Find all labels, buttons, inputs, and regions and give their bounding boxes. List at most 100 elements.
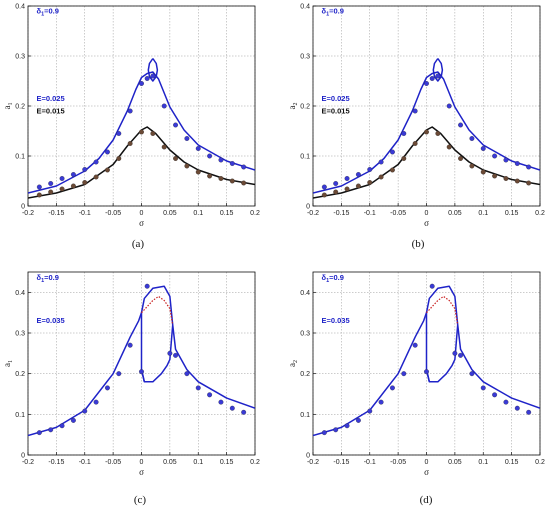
y-tick-label: 0.2 [300,104,310,111]
series-line-2 [147,58,159,82]
data-point [526,180,532,186]
data-point [480,146,486,151]
x-tick-label: 0 [425,210,429,217]
data-point [241,409,247,415]
data-point [424,129,429,135]
chart-panel-4: -0.2 -0.15 -0.1 -0.05 0 0.05 0.1 0.15 0.2 0 0.1 0.2… [287,271,545,477]
series-line-1 [28,71,255,194]
y-tick-label: 0.3 [15,54,25,61]
data-point [514,178,520,184]
x-tick-label: -0.05 [390,210,406,217]
x-tick-label: 0.2 [250,210,260,217]
x-tick-label: -0.15 [48,210,64,217]
data-point [36,430,42,436]
data-point [184,163,190,169]
chart-panel-1: -0.2 -0.15 -0.1 -0.05 0 0.05 0.1 0.15 0.2 0 0.1 0.2… [2,4,260,229]
panel-label: (c) [134,494,147,506]
data-point [93,399,99,405]
data-point [378,174,384,180]
data-point [195,385,201,391]
x-axis-label: σ [139,218,144,228]
x-tick-label: -0.1 [79,459,91,466]
annotation: E=0.035 [37,316,65,325]
data-point [344,423,350,429]
x-tick-label: 0 [140,459,144,466]
y-axis-label: a2 [287,103,299,110]
y-tick-label: 0.1 [15,412,25,419]
y-tick-label: 0.4 [300,290,310,297]
data-point [344,176,350,181]
data-point [48,427,54,433]
y-axis-label: a1 [2,360,14,367]
data-point [144,76,150,81]
x-tick-label: 0.05 [163,210,177,217]
data-point [93,159,99,165]
annotation: E=0.015 [37,107,65,116]
data-point [355,417,361,423]
x-tick-label: -0.1 [364,459,376,466]
data-point [367,408,373,414]
data-point [390,149,395,155]
data-point [161,144,167,150]
x-tick-label: 0.1 [478,459,488,466]
annotation: E=0.035 [322,316,350,325]
x-tick-label: -0.05 [390,459,406,466]
x-tick-label: -0.1 [79,210,91,217]
panel-label: (b) [412,238,425,250]
x-tick-label: 0.15 [220,459,234,466]
y-tick-label: 0 [21,204,25,211]
x-tick-label: 0.1 [478,210,488,217]
x-tick-label: 0.15 [505,459,519,466]
y-tick-label: 0.1 [300,412,310,419]
data-point [480,385,486,391]
annotation: δ1=0.9 [322,273,344,284]
data-point [116,156,122,161]
data-point [207,173,213,179]
data-point [218,399,224,405]
data-point [458,352,463,358]
data-point [82,167,88,172]
data-point [333,427,339,433]
chart-panel-2: -0.2 -0.15 -0.1 -0.05 0 0.05 0.1 0.15 0.2 0 0.1 0.2… [287,4,545,229]
data-point [492,173,498,179]
data-point [207,392,213,398]
data-point [116,371,122,377]
data-point [144,283,150,289]
data-point [139,129,144,135]
data-point [424,81,429,86]
data-point [321,430,327,436]
data-point [424,369,429,375]
x-tick-label: -0.1 [364,210,376,217]
data-point [429,283,435,289]
data-point [161,103,167,109]
x-tick-label: -0.05 [105,210,121,217]
data-point [207,153,213,159]
data-point [355,183,361,189]
data-point [514,161,520,166]
data-point [195,169,201,175]
data-point [36,192,42,198]
data-point [367,180,373,185]
data-point [480,169,486,175]
data-point [514,405,520,411]
data-point [333,189,339,195]
data-point [412,108,418,114]
data-point [218,157,224,163]
data-point [333,181,339,186]
data-point [503,399,509,405]
data-point [526,164,532,170]
data-point [469,136,475,141]
y-tick-label: 0.4 [15,290,25,297]
data-point [401,156,407,161]
x-tick-label: -0.2 [22,210,34,217]
data-point [492,153,498,159]
data-point [435,131,441,136]
x-tick-label: 0 [425,459,429,466]
data-point [150,73,156,79]
data-point [127,141,133,146]
data-point [104,167,110,173]
x-tick-label: 0.1 [193,210,203,217]
data-point [435,73,441,79]
data-point [173,352,178,358]
data-point [452,350,458,356]
